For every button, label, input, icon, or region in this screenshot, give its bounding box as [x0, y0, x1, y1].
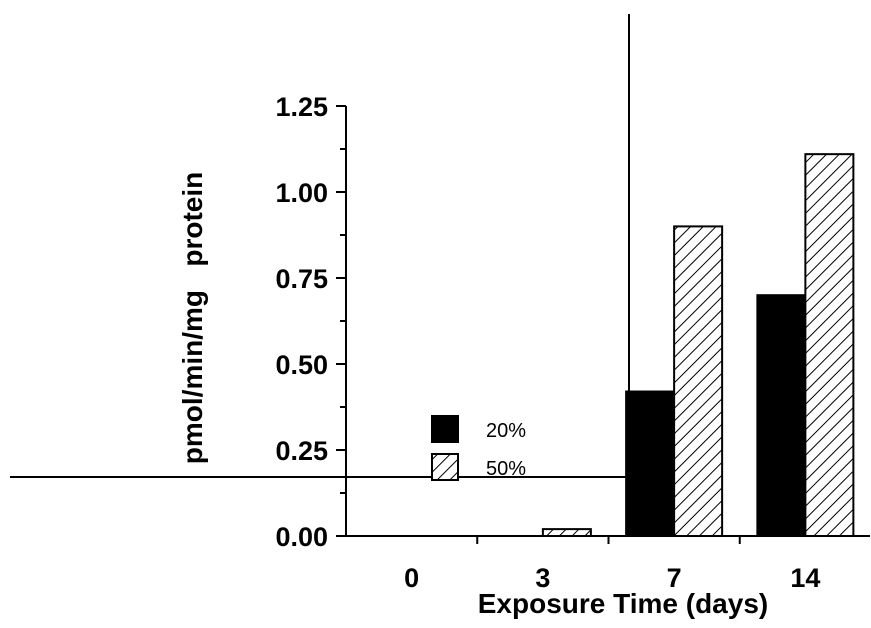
x-tick-label: 14	[790, 563, 820, 593]
bar-50pct-3	[541, 528, 592, 537]
bar-50pct-7	[673, 225, 724, 537]
y-tick-label: 0.25	[275, 436, 328, 466]
legend-swatch	[431, 453, 459, 481]
x-tick-label: 3	[535, 563, 550, 593]
y-axis-title: pmol/min/mg protein	[177, 172, 208, 464]
bar-50pct-14	[804, 153, 855, 537]
x-axis-title: Exposure Time (days)	[478, 588, 768, 619]
y-tick-label: 1.00	[275, 178, 328, 208]
y-tick-label: 0.50	[275, 350, 328, 380]
y-tick-label: 0.00	[275, 522, 328, 552]
y-tick-label: 1.25	[275, 92, 328, 122]
legend: 20% 50%	[431, 415, 526, 481]
legend-swatch	[431, 415, 459, 443]
bar-20pct-14	[756, 294, 807, 538]
y-tick-label: 0.75	[275, 264, 328, 294]
legend-label: 50%	[486, 458, 526, 480]
bar-20pct-7	[625, 390, 676, 537]
x-tick-label: 0	[404, 563, 419, 593]
legend-label: 20%	[486, 420, 526, 442]
x-tick-label: 7	[667, 563, 682, 593]
